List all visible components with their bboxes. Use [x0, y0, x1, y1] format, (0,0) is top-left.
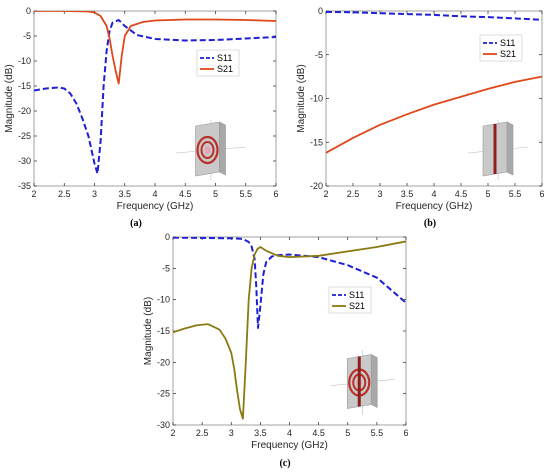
y-tick-label: -35: [18, 181, 31, 191]
x-tick-label: 4.5: [179, 189, 192, 199]
y-tick-label: -25: [18, 131, 31, 141]
x-tick-label: 5.5: [371, 428, 384, 438]
y-axis-label: Magnitude (dB): [143, 297, 154, 365]
x-axis-label: Frequency (GHz): [251, 440, 328, 451]
y-tick-label: -20: [18, 106, 31, 116]
y-tick-label: -15: [18, 81, 31, 91]
x-tick-label: 5: [485, 189, 490, 199]
x-tick-label: 3.5: [254, 428, 267, 438]
legend-entry: S11: [349, 290, 364, 300]
x-tick-label: 4: [431, 189, 436, 199]
panel-label: (b): [424, 218, 436, 229]
y-tick-label: 0: [26, 6, 31, 16]
x-tick-label: 2.5: [347, 189, 360, 199]
legend-entry: S11: [500, 38, 515, 48]
x-tick-label: 2: [323, 189, 328, 199]
x-tick-label: 5: [213, 189, 218, 199]
x-tick-label: 4: [152, 189, 157, 199]
y-tick-label: -10: [310, 94, 323, 104]
y-tick-label: -5: [162, 263, 170, 273]
legend-entry: S21: [217, 64, 233, 74]
x-tick-label: 3: [377, 189, 382, 199]
x-tick-label: 3: [229, 428, 234, 438]
x-tick-label: 3: [92, 189, 97, 199]
unit-cell-inset-1: [175, 120, 247, 180]
y-tick-label: 0: [165, 232, 170, 242]
y-tick-label: -15: [157, 326, 170, 336]
x-tick-label: 6: [539, 189, 544, 199]
x-tick-label: 5.5: [509, 189, 522, 199]
series-line-s11: [34, 19, 276, 175]
legend-entry: S21: [500, 49, 516, 59]
legend-entry: S11: [217, 53, 232, 63]
y-tick-label: -10: [18, 56, 31, 66]
x-tick-label: 3.5: [401, 189, 414, 199]
x-axis-label: Frequency (GHz): [117, 201, 194, 212]
chart-panel-2: 2 2.5 3 3.5 4 4.5 5 5.5 6 0 -5 -10 -15 -20 Frequency (…: [296, 6, 545, 229]
x-tick-label: 4.5: [455, 189, 468, 199]
y-tick-label: 0: [318, 6, 323, 16]
plot-area-frame: [33, 10, 277, 187]
y-tick-label: -15: [310, 137, 323, 147]
y-tick-label: -25: [157, 389, 170, 399]
y-tick-label: -5: [23, 31, 31, 41]
chart-panel-3: 2 2.5 3 3.5 4 4.5 5 5.5 6 0 -5 -10 -15 -20 -25 -30 Frequ…: [143, 232, 409, 469]
series-line-s11: [326, 11, 542, 21]
legend-entry: S21: [349, 301, 365, 311]
series-line-s21: [326, 75, 542, 154]
x-tick-label: 2: [170, 428, 175, 438]
x-tick-label: 4: [287, 428, 292, 438]
y-tick-label: -30: [18, 156, 31, 166]
x-tick-label: 6: [403, 428, 408, 438]
series-line-s11: [173, 237, 406, 329]
y-tick-label: -20: [157, 357, 170, 367]
y-tick-label: -20: [310, 181, 323, 191]
panel-label: (c): [279, 458, 290, 469]
x-tick-label: 5: [345, 428, 350, 438]
x-tick-label: 3.5: [118, 189, 131, 199]
y-axis-label: Magnitude (dB): [296, 64, 307, 132]
x-tick-label: 5.5: [239, 189, 252, 199]
x-tick-label: 2: [31, 189, 36, 199]
x-tick-label: 2.5: [58, 189, 71, 199]
x-tick-label: 4.5: [312, 428, 325, 438]
x-tick-label: 2.5: [196, 428, 209, 438]
y-tick-label: -5: [315, 50, 323, 60]
unit-cell-inset-2: [467, 120, 529, 180]
y-tick-label: -30: [157, 420, 170, 430]
x-tick-label: 6: [273, 189, 278, 199]
x-axis-label: Frequency (GHz): [396, 201, 473, 212]
y-axis-label: Magnitude (dB): [4, 64, 15, 132]
chart-panel-1: 2 2.5 3 3.5 4 4.5 5 5.5 6 0 -5 -10 -15 -20 -25 -30 -35 Fr…: [4, 6, 279, 229]
series-line-s21: [173, 240, 406, 420]
y-tick-label: -10: [157, 295, 170, 305]
panel-label: (a): [130, 218, 142, 229]
unit-cell-inset-3: [329, 350, 396, 415]
series-line-s21: [34, 11, 276, 85]
